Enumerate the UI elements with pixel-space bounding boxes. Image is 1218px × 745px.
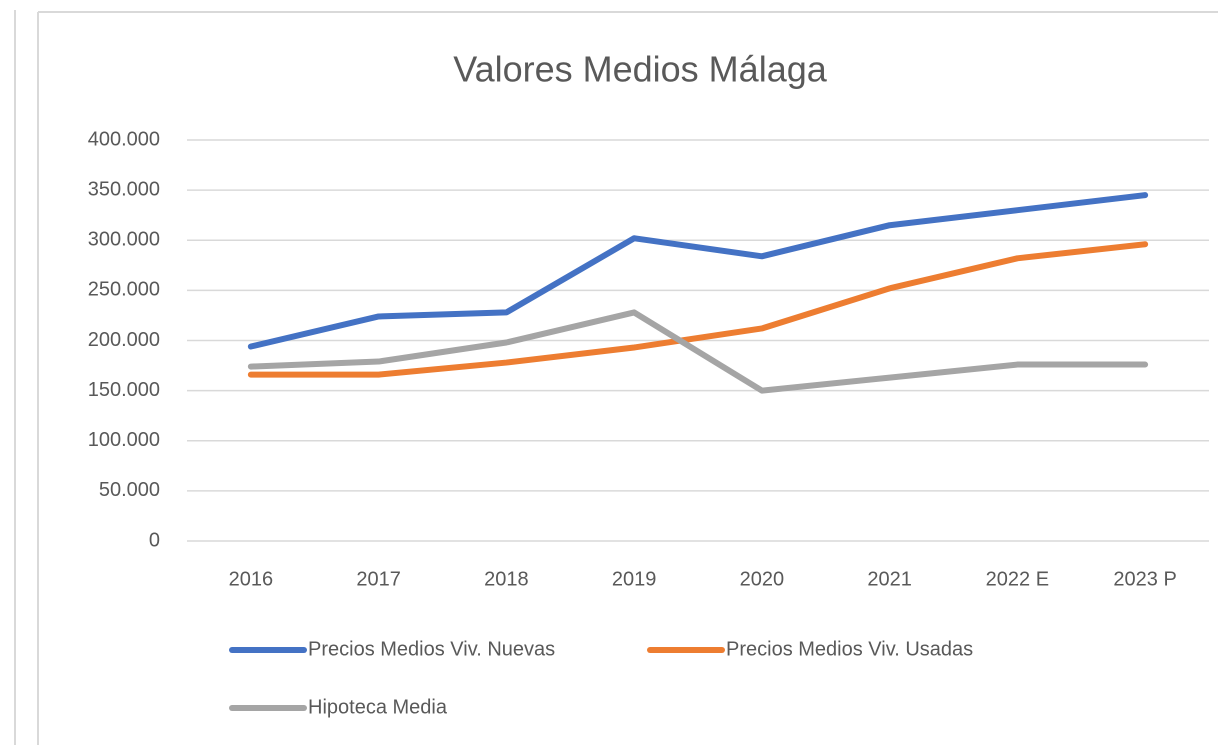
y-tick-label: 350.000 — [88, 178, 160, 200]
x-tick-label: 2021 — [867, 568, 912, 590]
y-tick-label: 300.000 — [88, 229, 160, 251]
line-series — [247, 241, 1149, 378]
x-tick-label: 2023 P — [1113, 568, 1176, 590]
x-tick-label: 2018 — [484, 568, 529, 590]
legend-label: Precios Medios Viv. Nuevas — [308, 638, 555, 660]
x-tick-label: 2017 — [356, 568, 401, 590]
legend-label: Hipoteca Media — [308, 696, 448, 718]
y-tick-label: 50.000 — [99, 479, 160, 501]
line-series — [247, 192, 1149, 350]
legend-label: Precios Medios Viv. Usadas — [726, 638, 973, 660]
x-tick-label: 2020 — [740, 568, 785, 590]
x-tick-label: 2022 E — [986, 568, 1049, 590]
y-tick-label: 100.000 — [88, 429, 160, 451]
line-series — [247, 309, 1149, 394]
x-tick-label: 2019 — [612, 568, 657, 590]
y-tick-label: 150.000 — [88, 379, 160, 401]
chart-title: Valores Medios Málaga — [453, 49, 827, 90]
y-tick-label: 0 — [149, 529, 160, 551]
y-tick-label: 200.000 — [88, 329, 160, 351]
x-tick-label: 2016 — [229, 568, 274, 590]
y-tick-label: 250.000 — [88, 279, 160, 301]
y-tick-label: 400.000 — [88, 128, 160, 150]
